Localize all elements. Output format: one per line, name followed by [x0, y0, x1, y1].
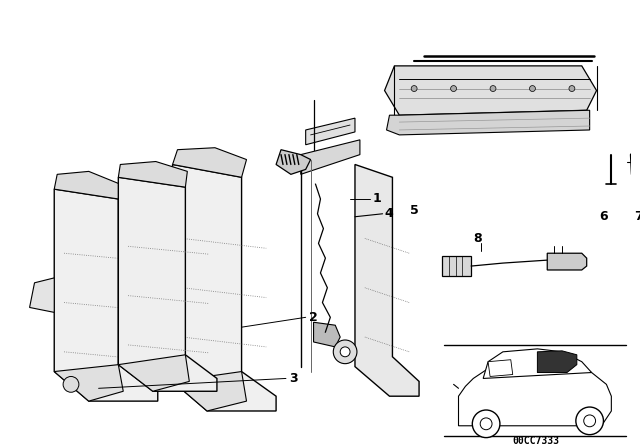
Circle shape — [490, 86, 496, 91]
Polygon shape — [118, 355, 189, 391]
Polygon shape — [314, 322, 340, 347]
Polygon shape — [54, 189, 158, 401]
Text: 5: 5 — [410, 204, 419, 217]
Polygon shape — [54, 365, 124, 401]
Polygon shape — [306, 118, 355, 145]
Text: 00CC7333: 00CC7333 — [512, 435, 559, 446]
Polygon shape — [547, 253, 587, 270]
Polygon shape — [355, 164, 419, 396]
Circle shape — [333, 340, 357, 364]
Circle shape — [569, 86, 575, 91]
Text: 3: 3 — [289, 372, 298, 385]
Text: 4: 4 — [385, 207, 394, 220]
Polygon shape — [387, 110, 589, 135]
Polygon shape — [301, 140, 360, 174]
Polygon shape — [488, 360, 513, 376]
Circle shape — [584, 415, 596, 427]
Text: 7: 7 — [635, 210, 640, 223]
Circle shape — [411, 86, 417, 91]
Polygon shape — [118, 177, 217, 391]
Text: 6: 6 — [599, 210, 608, 223]
Circle shape — [340, 347, 350, 357]
Polygon shape — [54, 172, 120, 199]
Polygon shape — [442, 256, 471, 276]
Text: 8: 8 — [473, 232, 481, 245]
Polygon shape — [538, 351, 577, 373]
Polygon shape — [385, 66, 596, 115]
Circle shape — [472, 410, 500, 438]
Circle shape — [63, 376, 79, 392]
Circle shape — [529, 86, 536, 91]
Polygon shape — [483, 349, 591, 379]
Text: 2: 2 — [308, 311, 317, 324]
Circle shape — [480, 418, 492, 430]
Polygon shape — [118, 162, 188, 187]
Polygon shape — [29, 278, 54, 312]
Text: 1: 1 — [372, 193, 381, 206]
Circle shape — [576, 407, 604, 435]
Polygon shape — [173, 148, 246, 177]
Polygon shape — [173, 164, 276, 411]
Polygon shape — [276, 150, 310, 174]
Circle shape — [451, 86, 456, 91]
Polygon shape — [173, 371, 246, 411]
Polygon shape — [458, 361, 611, 426]
